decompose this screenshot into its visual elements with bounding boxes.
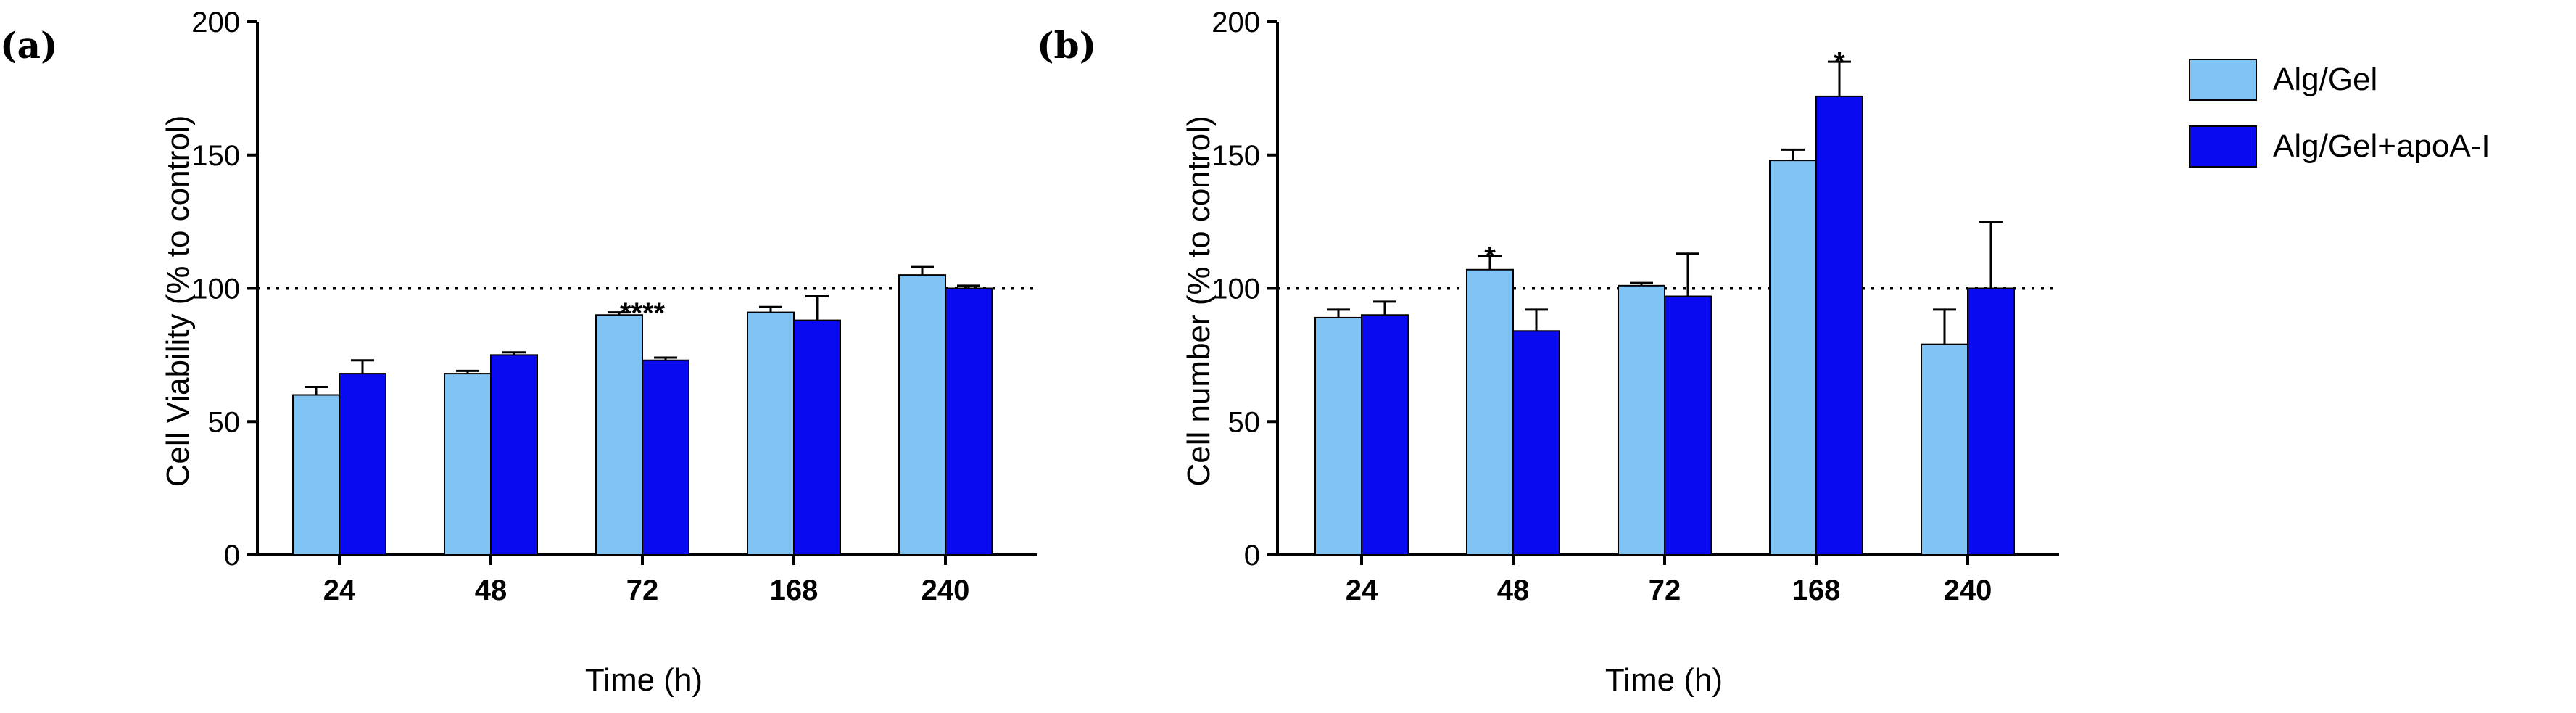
panel-a-bar-240-series-0 — [898, 274, 946, 556]
panel-a-bar-24-series-1 — [339, 373, 386, 556]
panel-a-plot-area: 0 50 100 150 200 24 48 72 168 240 **** — [191, 7, 1037, 606]
panel-b-x-tick-label-240: 240 — [1944, 574, 1992, 606]
panel-a-bar-72-series-1 — [642, 359, 689, 556]
panel-b-bar-240-series-1 — [1967, 287, 2015, 556]
panel-a-y-tick-label: 100 — [191, 273, 240, 305]
panel-b-label: (b) — [1037, 24, 1096, 67]
panel-a-y-tick-label: 50 — [208, 406, 241, 438]
panel-b-y-tick-label: 100 — [1212, 273, 1260, 305]
panel-a-bar-168-series-0 — [747, 311, 795, 556]
panel-b-bar-72-series-0 — [1618, 284, 1665, 556]
panel-a-x-tick-label-168: 168 — [770, 574, 819, 606]
legend: Alg/Gel Alg/Gel+apoA-I — [2189, 59, 2490, 168]
panel-a-x-tick-label-48: 48 — [475, 574, 508, 606]
legend-label-alg-gel: Alg/Gel — [2273, 62, 2377, 97]
panel-a-bar-48-series-0 — [444, 373, 492, 556]
panel-b-x-tick-label-168: 168 — [1792, 574, 1841, 606]
panel-b-bar-168-series-1 — [1815, 95, 1863, 556]
panel-a-y-axis-title: Cell Viability (% to control) — [160, 115, 196, 487]
panel-b-y-tick-label: 200 — [1212, 7, 1260, 38]
panel-a-bar-72-series-0 — [595, 314, 643, 556]
panel-a-significance-label: **** — [620, 297, 666, 329]
legend-label-alg-gel-apoa-i: Alg/Gel+apoA-I — [2273, 128, 2490, 164]
panel-a-bar-48-series-1 — [490, 354, 538, 556]
legend-swatch-alg-gel — [2189, 59, 2257, 101]
legend-swatch-alg-gel-apoa-i — [2189, 125, 2257, 168]
panel-a-x-axis-title: Time (h) — [585, 662, 703, 698]
panel-b-bar-48-series-0 — [1466, 268, 1514, 556]
panel-b-x-tick-label-24: 24 — [1346, 574, 1378, 606]
panel-b-x-axis-title: Time (h) — [1605, 662, 1723, 698]
panel-b-bar-48-series-1 — [1512, 330, 1560, 556]
panel-a-chart: (a) Cell Viability (% to control) Time (… — [0, 7, 1037, 698]
panel-a-bar-240-series-1 — [945, 287, 993, 556]
panel-b-bar-24-series-1 — [1361, 314, 1409, 556]
panel-b-bar-72-series-1 — [1664, 295, 1712, 556]
panel-b-bar-168-series-0 — [1769, 160, 1817, 556]
panel-a-x-tick-label-72: 72 — [626, 574, 659, 606]
panel-b-bar-240-series-0 — [1921, 343, 1968, 556]
panel-a-x-tick-label-240: 240 — [922, 574, 970, 606]
panel-b-plot-area: 0 50 100 150 200 24 48 72 168 240 * * — [1212, 7, 2059, 606]
panel-b-bar-24-series-0 — [1314, 316, 1362, 556]
panel-a-label: (a) — [0, 24, 58, 67]
panel-b-y-tick-label: 50 — [1228, 406, 1261, 438]
panel-b-y-tick-label: 150 — [1212, 140, 1260, 172]
panel-b-significance-label: * — [1484, 242, 1496, 273]
panel-b-y-axis-title: Cell number (% to control) — [1181, 115, 1217, 486]
panel-b-y-tick-label: 0 — [1244, 540, 1260, 572]
panel-b-chart: (b) Cell number (% to control) Time (h) … — [1037, 7, 2059, 698]
panel-a-bar-168-series-1 — [793, 319, 841, 556]
panel-b-x-tick-label-72: 72 — [1649, 574, 1681, 606]
panel-b-significance-label: * — [1834, 46, 1845, 78]
panel-b-x-tick-label-48: 48 — [1497, 574, 1530, 606]
panel-a-y-tick-label: 200 — [191, 7, 240, 38]
panel-a-x-tick-label-24: 24 — [323, 574, 356, 606]
panel-a-bar-24-series-0 — [292, 394, 340, 556]
panel-a-y-tick-label: 150 — [191, 140, 240, 172]
panel-a-y-tick-label: 0 — [224, 540, 240, 572]
